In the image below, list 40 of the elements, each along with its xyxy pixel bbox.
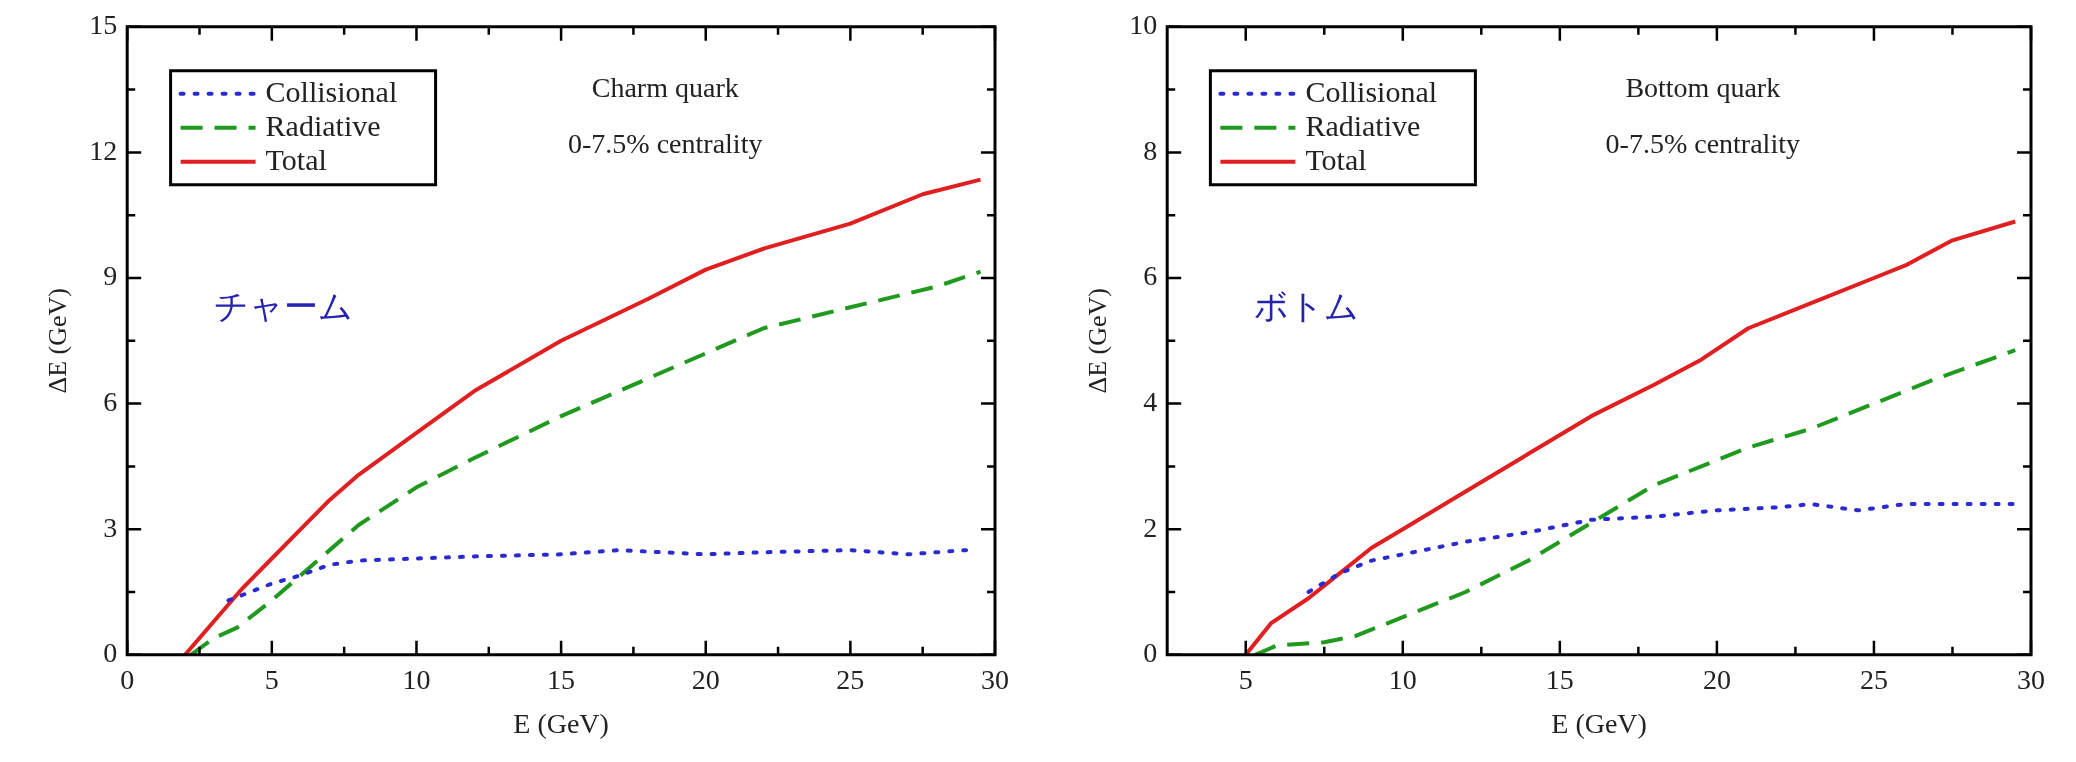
annotation: チャーム [213, 286, 353, 327]
y-axis-title: ΔE (GeV) [43, 288, 73, 394]
y-tick-label: 10 [1129, 9, 1158, 41]
y-tick-label: 15 [89, 9, 118, 41]
x-tick-label: 10 [1388, 663, 1417, 695]
x-tick-label: 10 [402, 663, 431, 695]
y-tick-label: 9 [103, 260, 118, 292]
y-tick-label: 4 [1143, 385, 1158, 417]
legend-label: Total [265, 142, 327, 176]
y-tick-label: 12 [89, 134, 118, 166]
x-tick-label: 5 [264, 663, 279, 695]
x-tick-label: 30 [981, 663, 1009, 695]
legend-label: Collisional [265, 74, 398, 108]
x-axis-title: E (GeV) [1551, 707, 1647, 739]
annotation: Bottom quark [1625, 71, 1781, 103]
x-tick-label: 25 [836, 663, 865, 695]
y-tick-label: 0 [103, 637, 118, 669]
x-tick-label: 30 [2017, 663, 2045, 695]
legend-label: Radiative [1305, 108, 1421, 142]
x-tick-label: 25 [1859, 663, 1888, 695]
y-tick-label: 6 [103, 385, 118, 417]
legend-label: Radiative [265, 108, 381, 142]
y-tick-label: 6 [1143, 260, 1158, 292]
x-tick-label: 5 [1238, 663, 1253, 695]
annotation: 0-7.5% centrality [1605, 128, 1800, 160]
x-tick-label: 15 [1545, 663, 1574, 695]
legend-label: Total [1305, 142, 1367, 176]
x-axis-title: E (GeV) [513, 707, 609, 739]
x-tick-label: 15 [547, 663, 576, 695]
y-tick-label: 2 [1143, 511, 1158, 543]
x-tick-label: 20 [1702, 663, 1731, 695]
x-tick-label: 20 [691, 663, 720, 695]
y-tick-label: 3 [103, 511, 118, 543]
y-tick-label: 0 [1143, 637, 1158, 669]
y-tick-label: 8 [1143, 134, 1158, 166]
annotation: 0-7.5% centrality [568, 128, 763, 160]
legend-label: Collisional [1305, 74, 1438, 108]
annotation: ボトム [1253, 286, 1359, 327]
y-axis-title: ΔE (GeV) [1083, 288, 1113, 394]
annotation: Charm quark [591, 71, 739, 103]
